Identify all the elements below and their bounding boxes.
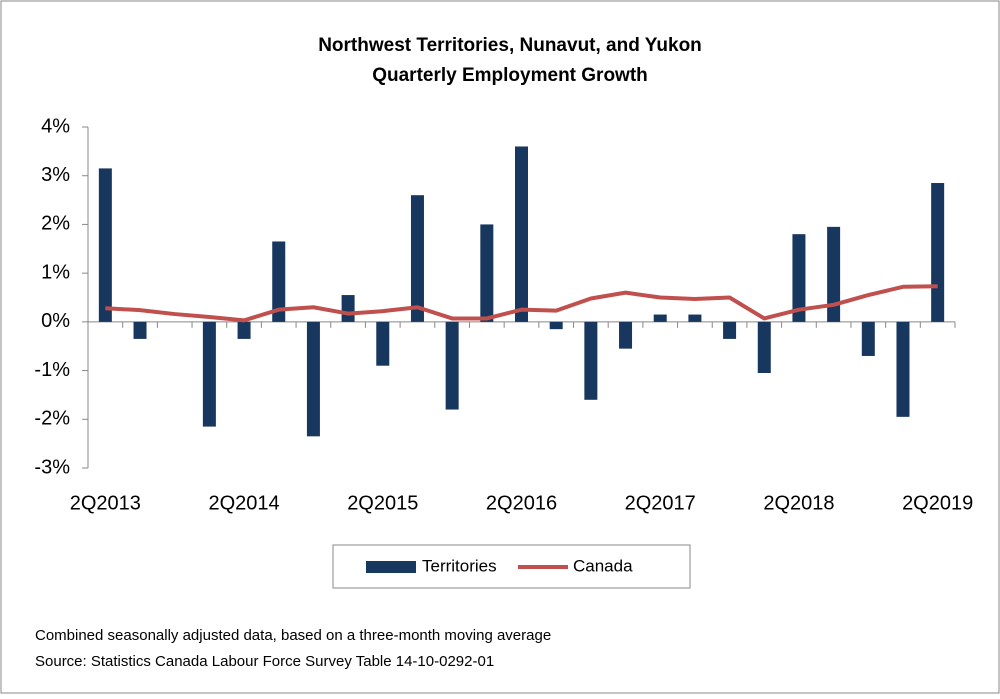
x-tick-label: 2Q2017 [625,492,696,514]
bar [931,183,945,322]
bar [757,321,771,374]
x-tick-label: 2Q2018 [763,492,834,514]
bar [688,314,702,322]
bar [861,321,875,356]
bar [896,321,910,417]
y-tick-label: 3% [41,164,70,186]
bar [653,314,667,322]
bar [133,321,147,339]
note: Combined seasonally adjusted data, based… [35,627,551,644]
chart-subtitle: Quarterly Employment Growth [372,65,648,86]
y-tick-label: 4% [41,115,70,137]
note: Source: Statistics Canada Labour Force S… [35,653,494,670]
y-tick-label: -1% [34,359,70,381]
legend-swatch [366,561,416,573]
x-tick-label: 2Q2016 [486,492,557,514]
legend-label: Territories [422,556,497,575]
bar [480,224,494,322]
bar [306,321,320,437]
bar [584,321,598,400]
y-tick-label: 2% [41,213,70,235]
bar [237,321,251,339]
chart-title: Northwest Territories, Nunavut, and Yuko… [318,35,702,56]
bar [619,321,633,349]
y-tick-label: 1% [41,261,70,283]
bar [445,321,459,410]
bar [549,321,563,330]
bar [376,321,390,366]
bar [723,321,737,339]
y-tick-label: -2% [34,408,70,430]
x-tick-label: 2Q2013 [70,492,141,514]
bar [272,241,286,322]
bar [515,146,528,322]
bar [792,234,806,322]
x-tick-label: 2Q2014 [208,492,279,514]
line [105,284,938,323]
bar [202,321,216,427]
y-tick-label: -3% [34,456,70,478]
bar [827,226,841,322]
y-tick-label: 0% [41,310,70,332]
legend-label: Canada [573,556,633,575]
bar [410,195,424,322]
bar [98,168,112,322]
x-tick-label: 2Q2019 [902,492,973,514]
bar [341,295,355,322]
x-tick-label: 2Q2015 [347,492,418,514]
